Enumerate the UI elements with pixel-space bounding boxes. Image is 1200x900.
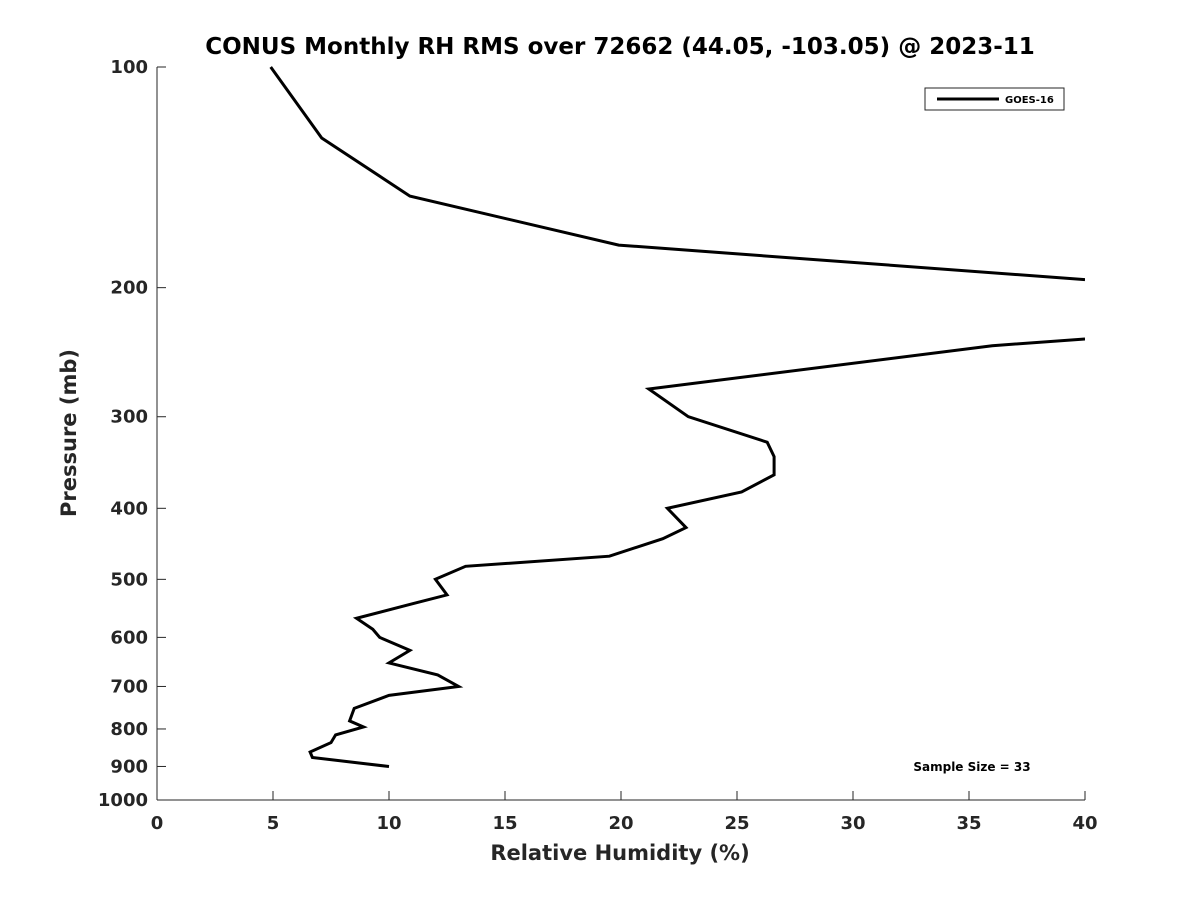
- x-tick-label: 5: [267, 813, 280, 834]
- y-tick-label: 700: [110, 676, 148, 697]
- legend-label-goes-16: GOES-16: [1005, 95, 1054, 106]
- chart-title: CONUS Monthly RH RMS over 72662 (44.05, …: [205, 34, 1035, 60]
- y-tick-label: 800: [110, 719, 148, 740]
- x-tick-label: 25: [724, 813, 749, 834]
- x-tick-label: 35: [956, 813, 981, 834]
- y-tick-label: 200: [110, 278, 148, 299]
- x-axis-label: Relative Humidity (%): [490, 841, 749, 865]
- y-axis-label: Pressure (mb): [57, 349, 81, 517]
- series-line-goes-16-segment-2: [308, 337, 1085, 768]
- x-tick-label: 0: [151, 813, 164, 834]
- y-tick-label: 900: [110, 756, 148, 777]
- plot-axes: 0 5 10 15 20 25 30 35 40 100 200 300 400 500 600 700 800…: [98, 57, 1098, 834]
- y-tick-label: 1000: [98, 790, 148, 811]
- y-tick-label: 400: [110, 498, 148, 519]
- series-layer: [269, 66, 1085, 768]
- y-tick-label: 300: [110, 407, 148, 428]
- x-tick-label: 10: [376, 813, 401, 834]
- y-tick-label: 500: [110, 569, 148, 590]
- y-tick-label: 600: [110, 627, 148, 648]
- x-tick-label: 30: [840, 813, 865, 834]
- x-tick-label: 20: [608, 813, 633, 834]
- y-tick-label: 100: [110, 57, 148, 78]
- sample-size-annotation: Sample Size = 33: [913, 760, 1030, 774]
- series-line-goes-16-segment-1: [269, 66, 1085, 282]
- x-tick-label: 15: [492, 813, 517, 834]
- x-tick-label: 40: [1072, 813, 1097, 834]
- legend: GOES-16: [924, 87, 1065, 111]
